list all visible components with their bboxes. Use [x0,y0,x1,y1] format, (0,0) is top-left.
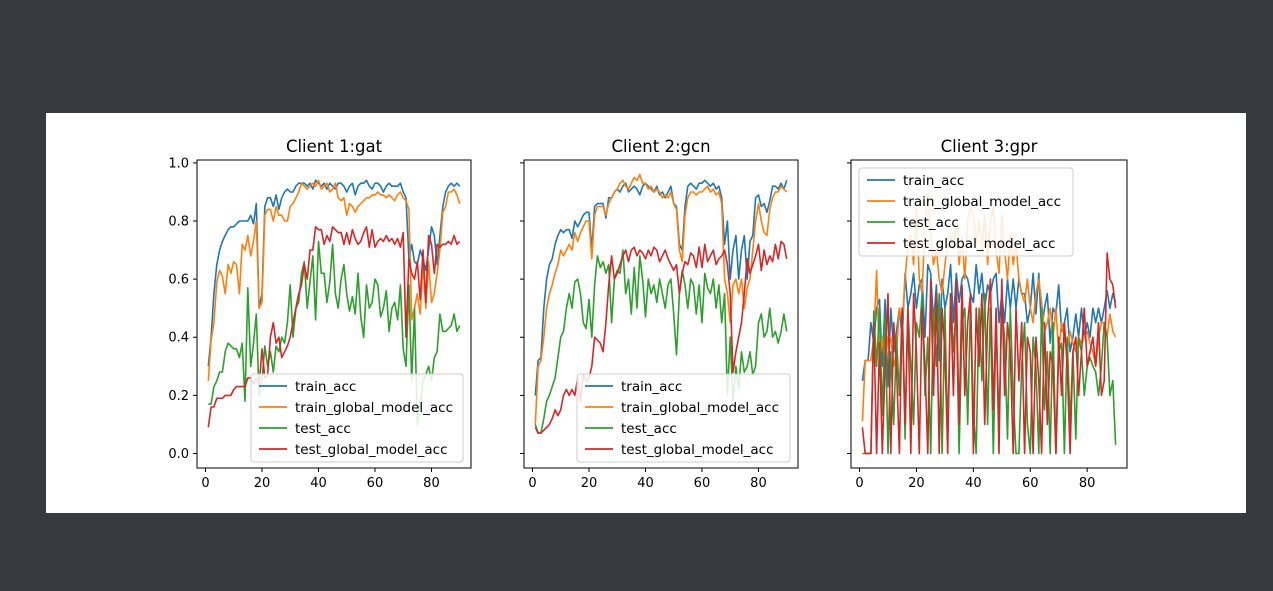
legend-label: test_acc [903,215,959,231]
y-tick-label: 0.4 [168,331,189,346]
legend: train_acc train_global_model_acc test_acct… [576,373,791,463]
subplot-3: Client 3:gpr 0 20 40 60 80 train_acc train_glob… [847,137,1128,491]
series-line-test-global-model-acc [861,252,1117,455]
legend-box [250,373,464,463]
subplot-title: Client 2:gcn [611,137,710,156]
legend-label: train_global_model_acc [903,194,1061,210]
x-tick-label: 20 [254,476,271,491]
legend: train_acc train_global_model_acc test_acct… [858,167,1074,257]
x-tick-label: 60 [367,476,384,491]
legend-label: train_acc [621,379,682,395]
series-line-test-global-model-acc [207,226,461,428]
legend-label: train_acc [295,379,356,395]
x-tick-label: 20 [908,476,925,491]
legend-label: test_global_model_acc [621,442,774,458]
legend-box [576,373,791,463]
legend-label: train_global_model_acc [621,400,779,416]
x-tick-label: 80 [423,476,440,491]
legend-label: test_global_model_acc [295,442,448,458]
y-tick-label: 0.8 [168,215,189,230]
axes-frame [850,159,1128,469]
x-tick-label: 40 [310,476,327,491]
y-tick-label: 1.0 [168,156,189,171]
x-tick-label: 60 [694,476,711,491]
x-tick-label: 0 [855,476,863,491]
axes-frame [196,159,472,469]
x-tick-label: 0 [528,476,536,491]
y-tick-label: 0.0 [168,447,189,462]
legend: train_acc train_global_model_acc test_acct… [250,373,464,463]
figure: Client 1:gat 0 20 40 60 80 0.0 0.2 0.4 0.6 0.8 1.0 t… [46,113,1246,513]
axes-frame [523,159,799,469]
series-line-train-global-model-acc [534,173,788,425]
series-line-test-acc [534,249,788,434]
figure-canvas: Client 1:gat 0 20 40 60 80 0.0 0.2 0.4 0.6 0.8 1.0 t… [168,137,1128,491]
x-tick-label: 40 [965,476,982,491]
subplot-title: Client 1:gat [286,137,383,156]
x-tick-label: 80 [1079,476,1096,491]
x-tick-label: 60 [1022,476,1039,491]
x-tick-label: 0 [201,476,209,491]
legend-box [858,167,1074,257]
y-tick-label: 0.2 [168,389,189,404]
x-tick-label: 80 [750,476,767,491]
subplot-title: Client 3:gpr [941,137,1038,156]
x-tick-label: 20 [581,476,598,491]
subplot-1: Client 1:gat 0 20 40 60 80 0.0 0.2 0.4 0.6 0.8 1.0 t… [168,137,472,491]
legend-label: test_acc [295,421,351,437]
x-tick-label: 40 [637,476,654,491]
legend-label: train_global_model_acc [295,400,453,416]
y-tick-label: 0.6 [168,273,189,288]
series-line-train-global-model-acc [207,179,461,381]
legend-label: test_global_model_acc [903,236,1056,252]
subplot-2: Client 2:gcn 0 20 40 60 80 train_acc train_glob… [520,137,799,491]
legend-label: train_acc [903,173,964,189]
legend-label: test_acc [621,421,677,437]
